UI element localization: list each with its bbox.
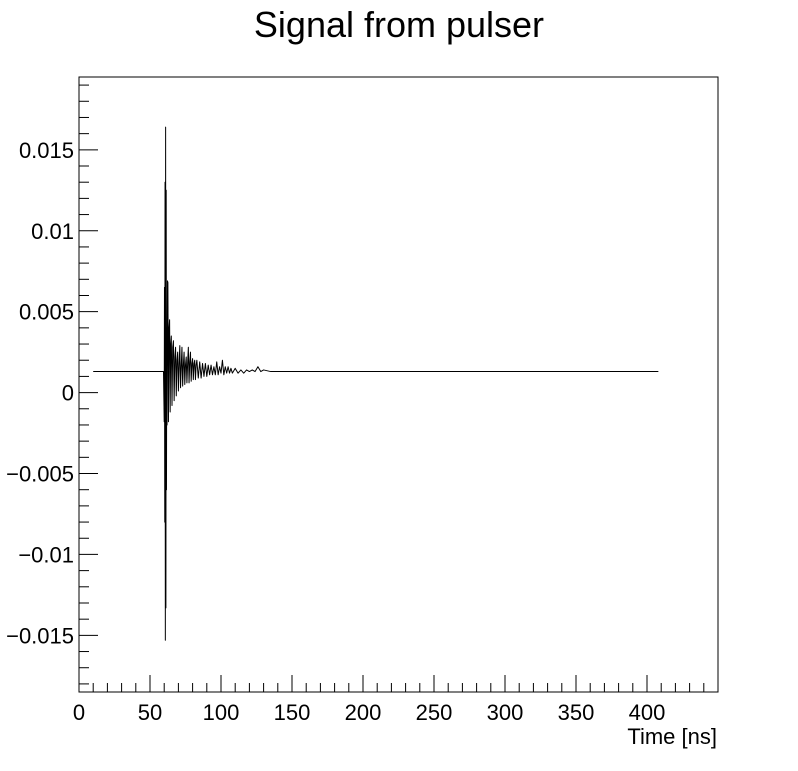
- x-tick-label: 100: [203, 700, 240, 725]
- x-tick-label: 300: [487, 700, 524, 725]
- x-tick-label: 400: [629, 700, 666, 725]
- series-layer: [93, 126, 659, 641]
- chart-title: Signal from pulser: [254, 4, 544, 45]
- y-tick-label: 0.01: [31, 219, 74, 244]
- y-tick-label: −0.015: [6, 623, 74, 648]
- x-tick-label: 50: [138, 700, 162, 725]
- axes: 0 50 100 150 200 250 300 350 400 0.015 0.01 0.005 0 −…: [6, 76, 719, 725]
- x-tick-label: 0: [73, 700, 85, 725]
- y-tick-label: −0.005: [6, 462, 74, 487]
- x-axis-title: Time [ns]: [627, 724, 717, 749]
- plot-frame: [78, 76, 719, 693]
- y-tick-label: 0.005: [19, 300, 74, 325]
- x-tick-label: 200: [345, 700, 382, 725]
- y-tick-label: 0.015: [19, 138, 74, 163]
- x-tick-label: 350: [558, 700, 595, 725]
- y-tick-label: 0: [62, 381, 74, 406]
- y-tick-label: −0.01: [18, 542, 74, 567]
- signal-line-0: [93, 126, 659, 641]
- x-tick-label: 150: [274, 700, 311, 725]
- x-tick-label: 250: [416, 700, 453, 725]
